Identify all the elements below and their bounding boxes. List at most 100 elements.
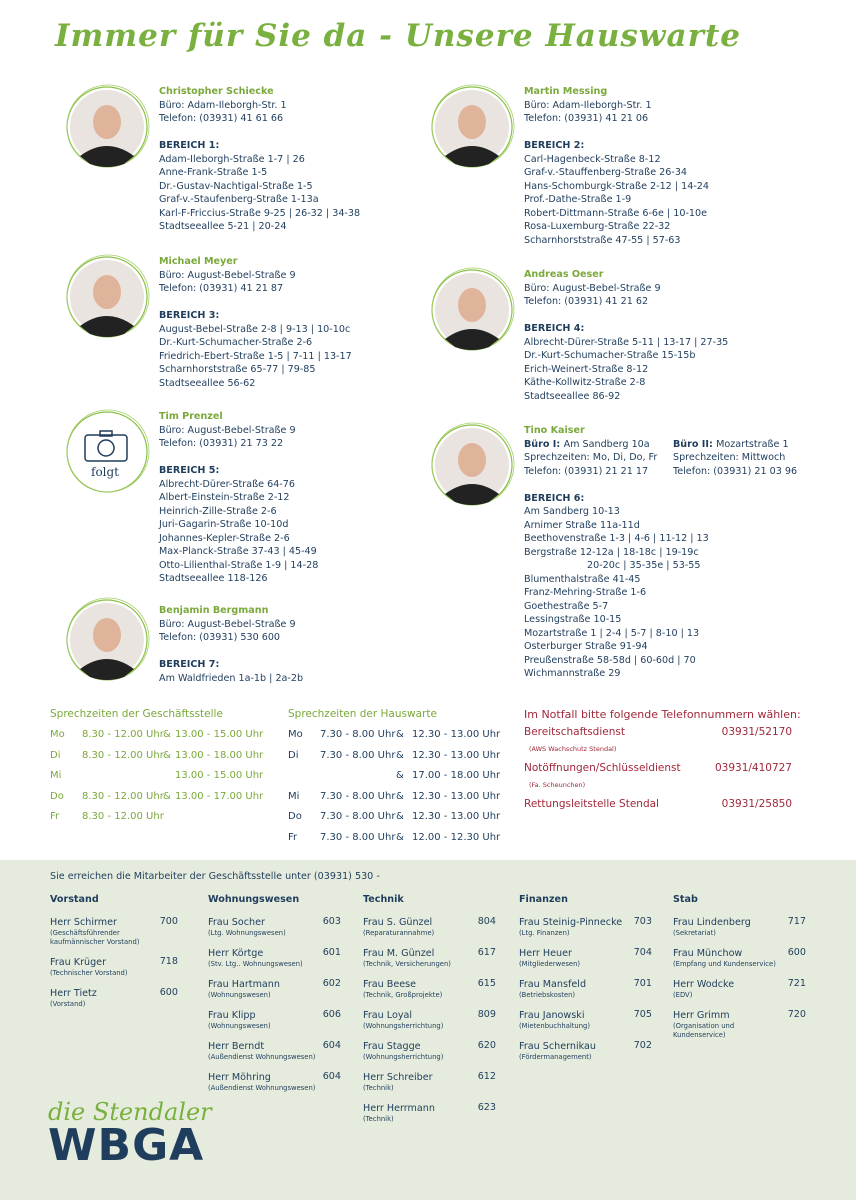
street: 20-20c | 35-35e | 53-55 bbox=[587, 560, 701, 571]
street: Arnimer Straße 11a-11d bbox=[524, 519, 640, 531]
street: Carl-Hagenbeck-Straße 8-12 bbox=[524, 153, 661, 165]
staff-note: (Technik) bbox=[363, 1084, 394, 1092]
emergency-label: Rettungsleitstelle Stendal bbox=[524, 798, 659, 810]
street: August-Bebel-Straße 2-8 | 9-13 | 10-10c bbox=[159, 323, 351, 335]
staff-entry: Herr Heuer 704 (Mitgliederwesen) bbox=[519, 947, 667, 969]
staff-note: (Organisation und Kundenservice) bbox=[673, 1022, 735, 1039]
staff-entry: Herr Grimm 720 (Organisation und Kundenser… bbox=[673, 1009, 821, 1040]
day: Fr bbox=[288, 832, 298, 843]
emergency-number: 03931/52170 bbox=[721, 726, 792, 738]
office-line: Sprechzeiten: Mittwoch bbox=[673, 451, 822, 465]
logo-script: die Stendaler bbox=[48, 1098, 212, 1126]
staff-entry: Frau S. Günzel 804 (Reparaturannahme) bbox=[363, 916, 511, 938]
staff-extension: 701 bbox=[633, 978, 652, 989]
separator: & bbox=[396, 811, 404, 823]
day: Di bbox=[50, 749, 61, 761]
street: Mozartstraße 1 | 2-4 | 5-7 | 8-10 | 13 bbox=[524, 627, 700, 639]
emergency-label: Bereitschaftsdienst bbox=[524, 726, 625, 738]
department: Stab Frau Lindenberg 717 (Sekretariat) Frau … bbox=[673, 894, 821, 1049]
street: Bergstraße 12-12a | 18-18c | 19-19c bbox=[524, 546, 699, 558]
contact-line: Telefon: (03931) 21 73 22 bbox=[159, 438, 284, 449]
staff-entry: Frau Klipp 606 (Wohnungswesen) bbox=[208, 1009, 356, 1031]
staff-background bbox=[0, 860, 856, 1200]
caretaker-name: Martin Messing bbox=[524, 86, 608, 97]
day: Do bbox=[288, 811, 302, 823]
staff-note: (Mitgliederwesen) bbox=[519, 960, 581, 968]
contact-line: Telefon: (03931) 41 21 62 bbox=[524, 296, 649, 307]
staff-extension: 623 bbox=[477, 1102, 496, 1113]
street: Rosa-Luxemburg-Straße 22-32 bbox=[524, 221, 671, 232]
department: Technik Frau S. Günzel 804 (Reparaturannahm… bbox=[363, 894, 511, 1133]
day: Mo bbox=[288, 729, 303, 740]
department: Wohnungswesen Frau Socher 603 (Ltg. Wohnung… bbox=[208, 894, 356, 1102]
street: Lessingstraße 10-15 bbox=[524, 614, 622, 625]
separator: & bbox=[396, 832, 404, 843]
staff-extension: 809 bbox=[477, 1009, 496, 1020]
office-text: Am Sandberg 10a bbox=[563, 438, 650, 450]
street: Wichmannstraße 29 bbox=[524, 668, 621, 679]
staff-entry: Frau Loyal 809 (Wohnungsherrichtung) bbox=[363, 1009, 511, 1031]
time-pm: 13.00 - 15.00 Uhr bbox=[175, 770, 264, 782]
street: Albert-Einstein-Straße 2-12 bbox=[159, 492, 290, 503]
day: Mi bbox=[50, 770, 62, 782]
street: Juri-Gagarin-Straße 10-10d bbox=[159, 519, 289, 530]
time-am: 7.30 - 8.00 Uhr bbox=[320, 811, 396, 823]
staff-entry: Herr Tietz 600 (Vorstand) bbox=[50, 987, 178, 1009]
staff-name: Herr Grimm bbox=[673, 1010, 730, 1021]
street: Robert-Dittmann-Straße 6-6e | 10-10e bbox=[524, 207, 708, 219]
hours-title: Sprechzeiten der Geschäftsstelle bbox=[50, 708, 223, 720]
staff-extension: 620 bbox=[477, 1040, 496, 1051]
offices: Büro I: Am Sandberg 10a Sprechzeiten: Mo,… bbox=[524, 438, 854, 479]
emergency-number: 03931/25850 bbox=[721, 798, 792, 810]
department-name: Technik bbox=[363, 894, 404, 905]
street: Goethestraße 5-7 bbox=[524, 600, 609, 612]
staff-note: (Außendienst Wohnungswesen) bbox=[208, 1053, 316, 1061]
hours-title: Sprechzeiten der Hauswarte bbox=[288, 708, 437, 720]
staff-note: (Betriebskosten) bbox=[519, 991, 576, 999]
staff-extension: 703 bbox=[633, 916, 652, 927]
staff-extension: 617 bbox=[477, 947, 496, 958]
staff-note: (Technik, Versicherungen) bbox=[363, 960, 451, 968]
contact-line: Büro: August-Bebel-Straße 9 bbox=[159, 424, 296, 436]
staff-extension: 604 bbox=[322, 1071, 341, 1082]
street: Heinrich-Zille-Straße 2-6 bbox=[159, 505, 277, 517]
staff-entry: Frau Steinig-Pinnecke 703 (Ltg. Finanzen) bbox=[519, 916, 667, 938]
staff-extension: 615 bbox=[477, 978, 496, 989]
staff-extension: 702 bbox=[633, 1040, 652, 1051]
staff-note: (Wohnungsherrichtung) bbox=[363, 1022, 444, 1030]
office-line: Sprechzeiten: Mo, Di, Do, Fr bbox=[524, 451, 673, 465]
office-text: Sprechzeiten: Mittwoch bbox=[673, 452, 786, 463]
street: Käthe-Kollwitz-Straße 2-8 bbox=[524, 377, 646, 388]
separator: & bbox=[396, 749, 404, 761]
street: Blumenthalstraße 41-45 bbox=[524, 573, 641, 585]
street: Stadtseeallee 118-126 bbox=[159, 573, 268, 584]
staff-note: (Stv. Ltg.. Wohnungswesen) bbox=[208, 960, 303, 968]
street: Otto-Lilienthal-Straße 1-9 | 14-28 bbox=[159, 559, 319, 571]
staff-name: Frau Beese bbox=[363, 979, 417, 990]
street: Dr.-Kurt-Schumacher-Straße 15-15b bbox=[524, 350, 696, 361]
street: Adam-Ileborgh-Straße 1-7 | 26 bbox=[159, 153, 305, 165]
area-heading: BEREICH 2: bbox=[524, 140, 585, 151]
office-line: Telefon: (03931) 21 21 17 bbox=[524, 465, 673, 479]
day: Mo bbox=[50, 729, 65, 740]
department-name: Vorstand bbox=[50, 894, 99, 905]
department: Finanzen Frau Steinig-Pinnecke 703 (Ltg. Fi… bbox=[519, 894, 667, 1071]
staff-name: Herr Berndt bbox=[208, 1041, 265, 1052]
street: Scharnhorststraße 47-55 | 57-63 bbox=[524, 234, 681, 246]
area-heading: BEREICH 3: bbox=[159, 310, 220, 321]
street: Max-Planck-Straße 37-43 | 45-49 bbox=[159, 546, 317, 557]
staff-extension: 612 bbox=[477, 1071, 496, 1082]
staff-note: (Sekretariat) bbox=[673, 929, 716, 937]
time-am: 8.30 - 12.00 Uhr bbox=[82, 729, 164, 740]
staff-entry: Herr Wodcke 721 (EDV) bbox=[673, 978, 821, 1000]
day: Di bbox=[288, 749, 299, 761]
caretaker-name: Michael Meyer bbox=[159, 256, 238, 267]
time-pm: 17.00 - 18.00 Uhr bbox=[412, 770, 501, 782]
caretaker-name: Benjamin Bergmann bbox=[159, 605, 269, 616]
staff-extension: 600 bbox=[787, 947, 806, 958]
staff-extension: 600 bbox=[159, 987, 178, 998]
contact-line: Telefon: (03931) 41 21 06 bbox=[524, 113, 649, 124]
staff-extension: 704 bbox=[633, 947, 652, 958]
staff-note: (Außendienst Wohnungswesen) bbox=[208, 1084, 316, 1092]
staff-note: (Wohnungsherrichtung) bbox=[363, 1053, 444, 1061]
